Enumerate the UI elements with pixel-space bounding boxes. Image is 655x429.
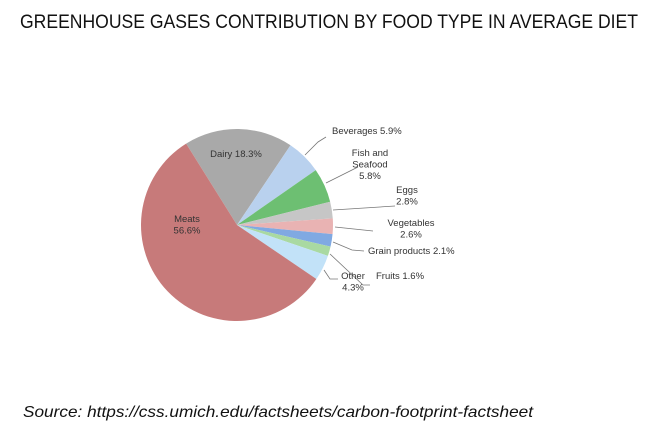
- leader-line: [325, 166, 359, 184]
- source-note: Source: https://css.umich.edu/factsheets…: [23, 404, 534, 421]
- slice-label: 4.3%: [342, 283, 364, 294]
- pie-slice-eggs: [237, 201, 333, 225]
- chart-title: GREENHOUSE GASES CONTRIBUTION BY FOOD TY…: [20, 12, 638, 33]
- pie-slice-vegetables: [237, 218, 333, 235]
- leader-line: [304, 136, 327, 156]
- slice-label: Beverages 5.9%: [332, 126, 402, 137]
- slice-label: Dairy 18.3%: [210, 149, 262, 160]
- slice-label: Meats: [174, 214, 200, 225]
- slice-label: Grain products 2.1%: [368, 246, 455, 257]
- pie-slice-fish-and-seafood: [237, 170, 331, 225]
- leader-line: [334, 226, 374, 232]
- leader-line: [332, 241, 365, 252]
- pie-slice-fruits: [237, 225, 331, 256]
- slice-label: 56.6%: [174, 226, 201, 237]
- pie-slice-beverages: [237, 145, 316, 225]
- slice-label: Fish and: [352, 148, 388, 159]
- slice-label: 5.8%: [359, 171, 381, 182]
- pie-slice-meats: [140, 143, 317, 322]
- leader-line: [323, 269, 338, 280]
- pie-slice-grain-products: [237, 225, 333, 247]
- leader-line: [329, 253, 370, 286]
- slice-label: Fruits 1.6%: [376, 271, 425, 282]
- slice-label: 2.8%: [396, 197, 418, 208]
- leader-line: [332, 205, 396, 211]
- slice-label: Other: [341, 271, 365, 282]
- slice-label: Vegetables: [387, 218, 434, 229]
- pie-slice-other: [237, 225, 328, 280]
- slice-label: 2.6%: [400, 230, 422, 241]
- slice-label: Eggs: [396, 185, 418, 196]
- pie-slice-dairy: [186, 129, 291, 225]
- slice-label: Seafood: [352, 160, 387, 171]
